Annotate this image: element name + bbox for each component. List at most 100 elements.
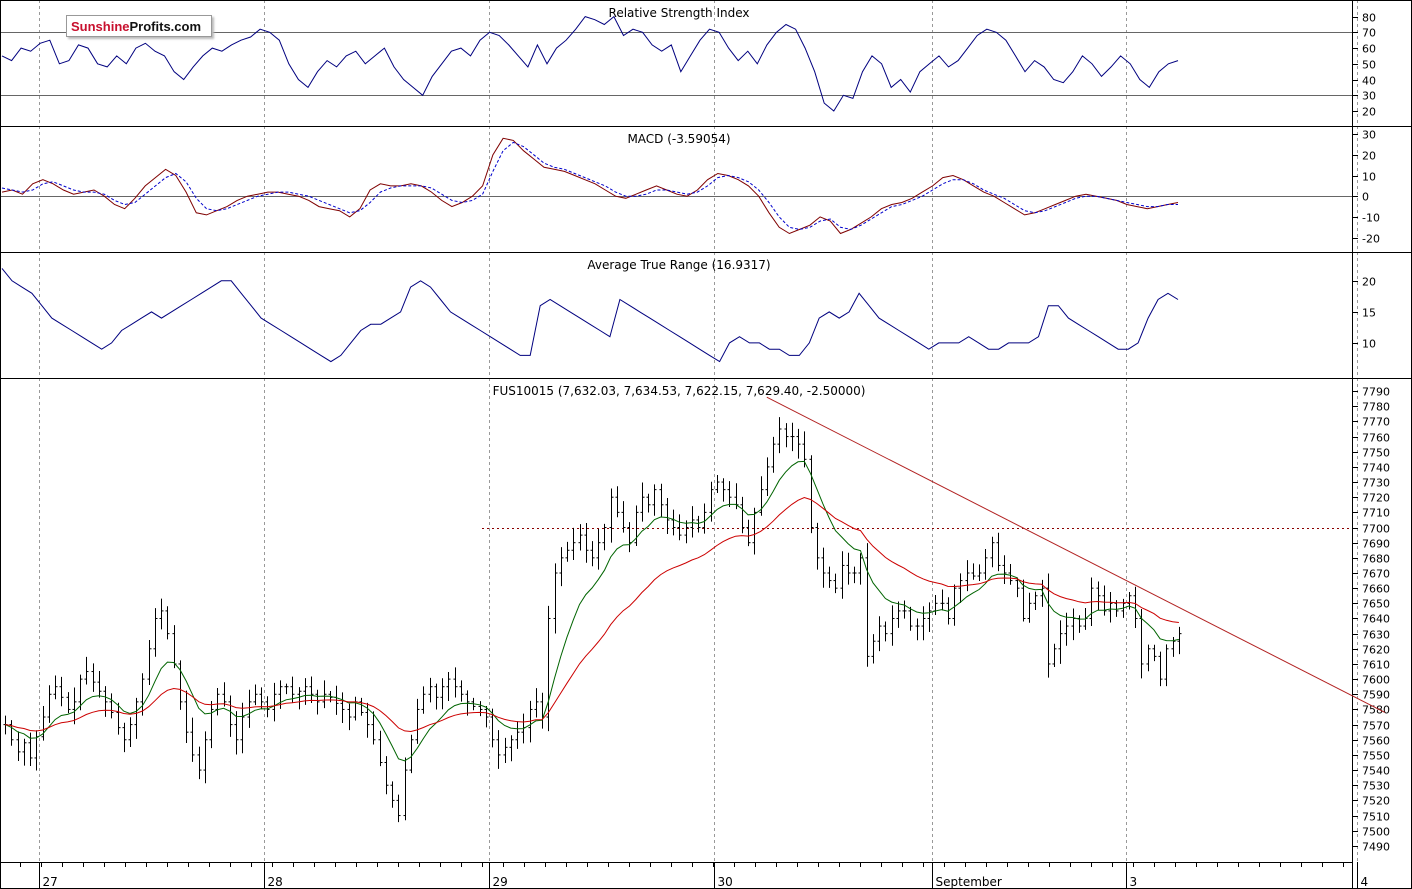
ohlc-bar	[752, 507, 757, 555]
ohlc-bar	[640, 482, 645, 522]
macd-y-tick-label: 30	[1362, 129, 1376, 142]
ohlc-bar	[209, 700, 214, 749]
ohlc-bar	[184, 690, 189, 744]
ohlc-bar	[9, 720, 14, 746]
price-y-tick-label: 7560	[1362, 735, 1390, 748]
ohlc-bar	[646, 493, 651, 513]
ohlc-bar	[222, 682, 227, 707]
declining-trend-line	[766, 396, 1386, 713]
ohlc-bar	[16, 731, 21, 762]
sunshine-profits-logo[interactable]: Sunshine Profits.com	[66, 15, 212, 37]
ohlc-bar	[1133, 586, 1138, 628]
ohlc-bar	[378, 730, 383, 767]
ohlc-bar	[746, 519, 751, 547]
ohlc-bar	[53, 675, 58, 700]
ohlc-bar	[634, 505, 639, 546]
rsi-y-tick-label: 70	[1362, 27, 1376, 40]
ohlc-bar	[553, 563, 558, 634]
atr-series-line-0	[1, 268, 1179, 363]
ohlc-bar	[721, 478, 726, 502]
ohlc-bar	[66, 692, 71, 714]
ohlc-bar	[702, 503, 707, 534]
ohlc-bar	[902, 600, 907, 619]
ohlc-bar	[116, 702, 121, 735]
macd-y-tick-label: 0	[1362, 191, 1369, 204]
ohlc-bar	[1027, 592, 1032, 623]
ohlc-bar	[578, 524, 583, 551]
ohlc-bar	[359, 697, 364, 716]
ohlc-bar	[390, 781, 395, 808]
macd-y-tick-label: -10	[1362, 212, 1380, 225]
ohlc-bar	[503, 737, 508, 764]
rsi-y-tick-label: 30	[1362, 90, 1376, 103]
price-y-tick-label: 7780	[1362, 401, 1390, 414]
ohlc-bar	[284, 683, 289, 695]
ohlc-bar	[197, 746, 202, 780]
ohlc-bar	[428, 677, 433, 703]
x-tick-label: 27	[43, 875, 58, 889]
ohlc-bar	[47, 685, 52, 723]
macd-y-tick-label: -20	[1362, 233, 1380, 246]
ohlc-bar	[41, 706, 46, 741]
price-title: FUS10015 (7,632.03, 7,634.53, 7,622.15, …	[493, 384, 866, 398]
ohlc-bar	[478, 701, 483, 717]
ohlc-bar	[496, 730, 501, 769]
price-y-tick-label: 7580	[1362, 704, 1390, 717]
ohlc-bar	[1102, 585, 1107, 616]
ohlc-bar	[534, 688, 539, 718]
ohlc-bar	[103, 686, 108, 717]
price-y-tick-label: 7720	[1362, 492, 1390, 505]
ohlc-bar	[153, 608, 158, 657]
price-y-tick-label: 7550	[1362, 750, 1390, 763]
ohlc-bar	[347, 703, 352, 731]
moving-average-short-line	[4, 460, 1180, 762]
ohlc-bar	[322, 680, 327, 709]
ohlc-bar	[615, 486, 620, 518]
ohlc-bar	[59, 676, 64, 707]
ohlc-bar	[652, 484, 657, 516]
grid-layer	[0, 0, 1358, 862]
price-y-tick-label: 7630	[1362, 629, 1390, 642]
logo-text-profits: Profits.com	[129, 18, 202, 34]
ohlc-bar	[409, 734, 414, 774]
ohlc-bar	[440, 678, 445, 710]
ohlc-bar	[684, 520, 689, 544]
ohlc-bar	[1071, 608, 1076, 641]
ohlc-bar	[453, 667, 458, 698]
ohlc-bar	[815, 522, 820, 570]
ohlc-bar	[203, 731, 208, 784]
ohlc-bar	[1058, 620, 1063, 664]
ohlc-bar	[228, 695, 233, 737]
ohlc-bar	[446, 671, 451, 702]
ohlc-bar	[84, 656, 89, 685]
price-y-tick-label: 7680	[1362, 553, 1390, 566]
ohlc-bar	[727, 481, 732, 507]
ohlc-bar	[259, 687, 264, 710]
rsi-y-tick-label: 20	[1362, 106, 1376, 119]
ohlc-bar	[509, 735, 514, 762]
ohlc-bar	[821, 547, 826, 588]
ohlc-bar	[584, 522, 589, 563]
ohlc-bar	[1096, 581, 1101, 611]
ohlc-bar	[340, 692, 345, 724]
ohlc-bar	[515, 721, 520, 749]
ohlc-bar	[1146, 644, 1151, 672]
ohlc-bar	[809, 455, 814, 534]
x-tick-label: 3	[1130, 875, 1138, 889]
ohlc-bar	[796, 428, 801, 459]
ohlc-bar	[140, 673, 145, 716]
price-y-tick-label: 7770	[1362, 416, 1390, 429]
ohlc-bar	[921, 606, 926, 641]
ohlc-bar	[996, 532, 1001, 572]
rsi-y-tick-label: 80	[1362, 12, 1376, 25]
ohlc-bar	[596, 528, 601, 570]
ohlc-bar	[827, 566, 832, 588]
ohlc-bar	[22, 738, 27, 766]
price-y-tick-label: 7710	[1362, 507, 1390, 520]
ohlc-bar	[915, 618, 920, 641]
ohlc-bar	[858, 553, 863, 585]
ohlc-bar	[790, 422, 795, 452]
price-y-tick-label: 7600	[1362, 674, 1390, 687]
ohlc-bar	[971, 563, 976, 580]
